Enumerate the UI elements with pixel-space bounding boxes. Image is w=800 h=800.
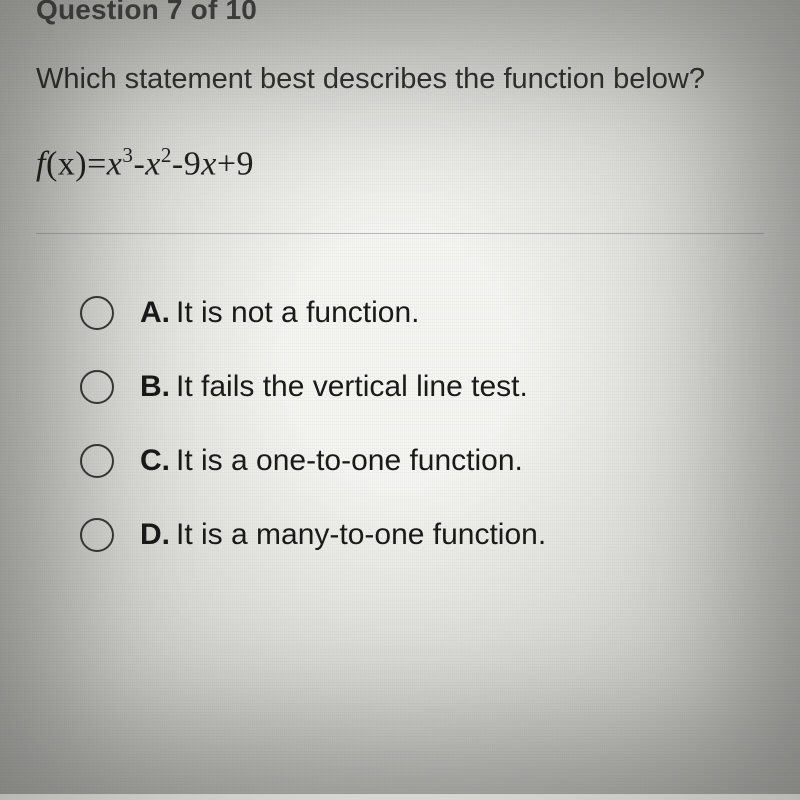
question-formula: f(x)=x3-x2-9x+9 (36, 143, 764, 183)
answer-letter: A. (140, 296, 170, 329)
term3-base: x (201, 145, 217, 182)
plus1: + (217, 145, 237, 182)
answer-text: C.It is a one-to-one function. (140, 444, 523, 478)
radio-icon[interactable] (80, 518, 114, 552)
answer-letter: B. (140, 370, 170, 403)
term2-exp: 2 (161, 143, 172, 167)
term2-base: x (145, 145, 161, 182)
radio-icon[interactable] (80, 370, 114, 404)
answer-text: D.It is a many-to-one function. (140, 518, 546, 552)
radio-icon[interactable] (80, 444, 114, 478)
answer-option-a[interactable]: A.It is not a function. (80, 296, 764, 330)
fx-x: (x) (46, 145, 87, 182)
radio-icon[interactable] (80, 296, 114, 330)
section-divider (36, 233, 764, 234)
answer-body: It fails the vertical line test. (176, 370, 528, 403)
term3-coef: 9 (184, 145, 202, 182)
answer-body: It is a one-to-one function. (176, 444, 523, 477)
question-prompt: Which statement best describes the funct… (36, 60, 764, 99)
fx-f: f (36, 145, 46, 182)
term4: 9 (237, 145, 255, 182)
term1-exp: 3 (122, 143, 133, 167)
answer-text: B.It fails the vertical line test. (140, 370, 528, 404)
quiz-panel: Question 7 of 10 Which statement best de… (0, 0, 800, 552)
minus2: - (172, 145, 184, 182)
answer-letter: C. (140, 444, 170, 477)
answer-option-d[interactable]: D.It is a many-to-one function. (80, 518, 764, 552)
eq: = (87, 145, 107, 182)
answer-text: A.It is not a function. (140, 296, 419, 330)
answer-body: It is not a function. (176, 296, 419, 329)
question-counter: Question 7 of 10 (36, 0, 764, 26)
answer-list: A.It is not a function. B.It fails the v… (36, 296, 764, 552)
answer-body: It is a many-to-one function. (176, 518, 546, 551)
answer-letter: D. (140, 518, 170, 551)
term1-base: x (107, 145, 123, 182)
answer-option-b[interactable]: B.It fails the vertical line test. (80, 370, 764, 404)
answer-option-c[interactable]: C.It is a one-to-one function. (80, 444, 764, 478)
minus1: - (133, 145, 145, 182)
